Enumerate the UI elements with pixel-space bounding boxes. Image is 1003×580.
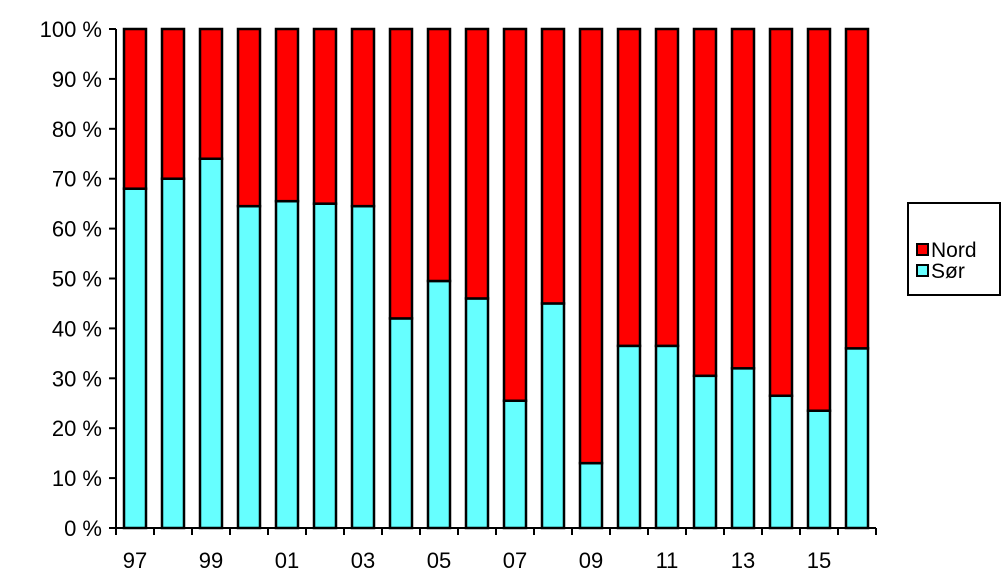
bar-nord-97 — [122, 27, 148, 190]
bar-sor-12 — [692, 374, 718, 530]
legend-label-sor: Sør — [931, 260, 965, 283]
axes-layer — [115, 29, 876, 529]
bar-nord-16 — [844, 27, 870, 350]
x-tick-label: 11 — [656, 548, 679, 573]
x-tick-label: 01 — [275, 548, 299, 573]
bar-sor-15 — [806, 409, 832, 530]
bar-nord-98 — [160, 27, 186, 180]
bar-sor-08 — [540, 302, 566, 530]
bar-nord-12 — [692, 27, 718, 378]
y-tick-label: 70 % — [52, 167, 102, 192]
bar-nord-05 — [426, 27, 452, 283]
y-tick-label: 30 % — [52, 366, 102, 391]
bar-sor-16 — [844, 347, 870, 530]
bar-nord-99 — [198, 27, 224, 160]
bar-sor-04 — [388, 317, 414, 530]
bar-nord-11 — [654, 27, 680, 348]
bar-nord-03 — [350, 27, 376, 208]
bar-nord-01 — [274, 27, 300, 203]
bar-sor-03 — [350, 204, 376, 530]
bar-nord-06 — [464, 27, 490, 300]
bar-nord-13 — [730, 27, 756, 370]
bar-sor-14 — [768, 394, 794, 530]
y-tick-label: 40 % — [52, 316, 102, 341]
x-tick-label: 07 — [503, 548, 527, 573]
x-tick-label: 13 — [731, 548, 755, 573]
bar-nord-09 — [578, 27, 604, 465]
bar-nord-00 — [236, 27, 262, 208]
y-axis-ticks: 0 % 10 % 20 % 30 % 40 % 50 % 60 % 70 % 80 % 90 % 1… — [40, 17, 116, 541]
bar-sor-01 — [274, 199, 300, 530]
y-tick-label: 0 % — [64, 516, 102, 541]
bar-sor-11 — [654, 344, 680, 530]
x-tick-label: 99 — [199, 548, 223, 573]
bar-sor-10 — [616, 344, 642, 530]
bar-nord-14 — [768, 27, 794, 398]
y-tick-label: 80 % — [52, 117, 102, 142]
y-tick-label: 100 % — [40, 17, 102, 42]
bars-layer — [122, 27, 870, 530]
y-tick-label: 20 % — [52, 416, 102, 441]
bar-sor-99 — [198, 157, 224, 530]
bar-sor-13 — [730, 367, 756, 530]
y-tick-label: 90 % — [52, 67, 102, 92]
bar-nord-02 — [312, 27, 338, 205]
bar-nord-15 — [806, 27, 832, 412]
legend-swatch-sor — [916, 264, 929, 277]
x-tick-label: 05 — [427, 548, 451, 573]
y-tick-label: 50 % — [52, 267, 102, 292]
legend-label-nord: Nord — [931, 239, 977, 262]
bar-sor-05 — [426, 279, 452, 530]
legend: Nord Sør — [907, 202, 1001, 296]
bar-nord-08 — [540, 27, 566, 305]
y-tick-label: 60 % — [52, 217, 102, 242]
x-tick-label: 09 — [579, 548, 603, 573]
legend-swatch-nord — [916, 243, 929, 256]
bar-sor-98 — [160, 177, 186, 530]
bar-sor-02 — [312, 202, 338, 530]
y-tick-label: 10 % — [52, 466, 102, 491]
x-tick-label: 97 — [123, 548, 147, 573]
bar-nord-10 — [616, 27, 642, 348]
bar-sor-00 — [236, 204, 262, 530]
x-tick-label: 03 — [351, 548, 375, 573]
x-axis-ticks: 97 99 01 03 05 07 09 11 13 15 — [115, 528, 877, 573]
bar-sor-07 — [502, 399, 528, 530]
x-tick-label: 15 — [807, 548, 831, 573]
bar-sor-06 — [464, 297, 490, 530]
bar-nord-04 — [388, 27, 414, 320]
bar-sor-97 — [122, 187, 148, 530]
bar-nord-07 — [502, 27, 528, 403]
bar-sor-09 — [578, 461, 604, 530]
